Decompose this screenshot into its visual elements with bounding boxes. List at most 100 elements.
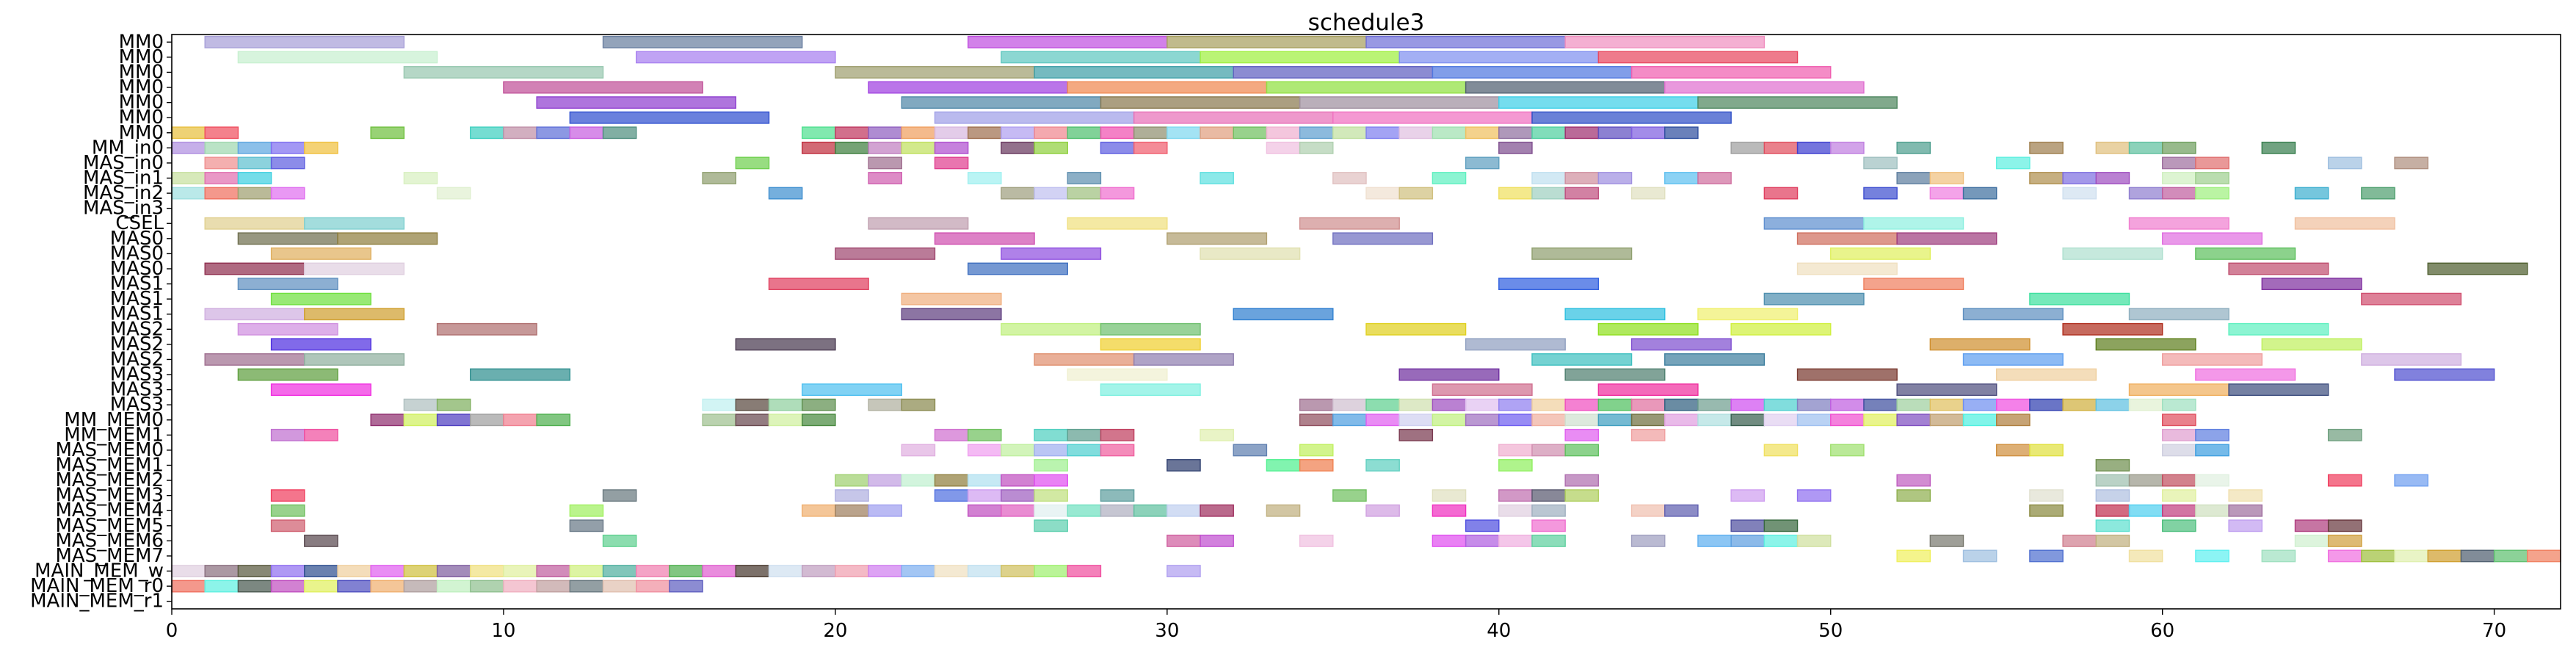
task-bar (2096, 520, 2129, 531)
task-bar (1001, 505, 1034, 516)
task-bar (1798, 535, 1831, 546)
task-bar (1034, 460, 1067, 471)
task-bar (1632, 399, 1665, 410)
task-bar (2395, 369, 2495, 380)
task-bar (1300, 444, 1333, 455)
task-bar (1698, 399, 1731, 410)
task-bar (1731, 399, 1764, 410)
task-bar (935, 566, 968, 577)
task-bar (2163, 157, 2196, 168)
task-bar (935, 490, 968, 501)
task-bar (172, 187, 205, 198)
task-bar (1499, 444, 1532, 455)
task-bar (736, 157, 769, 168)
task-bar (1300, 535, 1333, 546)
task-bar (205, 157, 238, 168)
task-bar (1532, 520, 1565, 531)
task-bar (205, 187, 238, 198)
task-bar (1499, 490, 1532, 501)
task-bar (736, 399, 769, 410)
task-bar (1432, 127, 1465, 138)
task-bar (305, 566, 338, 577)
task-bar (1598, 324, 1698, 335)
task-bar (1399, 369, 1499, 380)
task-bar (305, 218, 404, 229)
task-bar (901, 474, 935, 485)
task-bar (438, 324, 537, 335)
task-bar (371, 580, 404, 591)
task-bar (1432, 67, 1631, 78)
task-bar (1366, 414, 1399, 425)
task-bar (238, 173, 271, 184)
task-bar (2262, 142, 2295, 153)
task-bar (1333, 414, 1366, 425)
task-bar (802, 127, 835, 138)
task-bar (1034, 187, 1067, 198)
task-bar (968, 37, 1167, 48)
task-bar (1731, 324, 1831, 335)
task-bar (2163, 414, 2196, 425)
task-bar (2196, 248, 2296, 259)
task-bar (2229, 384, 2329, 395)
task-bar (1598, 51, 1797, 62)
task-bar (901, 566, 935, 577)
x-tick-label: 50 (1818, 620, 1843, 642)
task-bar (1432, 173, 1465, 184)
task-bar (1532, 354, 1632, 365)
x-tick-label: 30 (1155, 620, 1179, 642)
task-bar (935, 474, 968, 485)
task-bar (338, 233, 438, 244)
task-bar (802, 414, 835, 425)
task-bar (703, 566, 736, 577)
task-bar (935, 233, 1034, 244)
task-bar (2129, 142, 2162, 153)
task-bar (1964, 399, 1997, 410)
task-bar (1466, 157, 1499, 168)
task-bar (205, 37, 404, 48)
task-bar (1333, 127, 1366, 138)
task-bar (471, 580, 504, 591)
task-bar (1100, 505, 1133, 516)
task-bar (2096, 339, 2196, 350)
task-bar (1366, 505, 1399, 516)
task-bar (205, 263, 305, 274)
task-bar (2329, 535, 2362, 546)
task-bar (2196, 157, 2229, 168)
task-bar (305, 430, 338, 441)
task-bar (968, 444, 1001, 455)
task-bar (1266, 127, 1299, 138)
task-bar (901, 97, 1100, 108)
task-bar (2395, 157, 2428, 168)
task-bar (305, 308, 404, 319)
task-bar (1001, 444, 1034, 455)
task-bar (2163, 505, 2196, 516)
task-bar (2461, 550, 2494, 561)
task-bar (2262, 278, 2362, 289)
task-bar (404, 173, 437, 184)
task-bar (172, 127, 205, 138)
task-bar (1134, 354, 1234, 365)
task-bar (1034, 505, 1067, 516)
task-bar (305, 142, 338, 153)
task-bar (1665, 399, 1698, 410)
task-bar (2096, 490, 2129, 501)
task-bar (1897, 490, 1930, 501)
task-bar (272, 293, 371, 304)
task-bar (1864, 278, 1964, 289)
task-bar (1565, 187, 1598, 198)
task-bar (1798, 233, 1898, 244)
task-bar (1831, 399, 1864, 410)
task-bar (1134, 112, 1333, 123)
task-bar (1067, 82, 1266, 93)
task-bar (2229, 520, 2262, 531)
task-bar (2129, 187, 2162, 198)
task-bar (1632, 505, 1665, 516)
task-bar (2129, 550, 2162, 561)
task-bar (1200, 535, 1233, 546)
task-bar (1399, 430, 1432, 441)
task-bar (2063, 399, 2096, 410)
task-bar (1831, 142, 1864, 153)
task-bar (1333, 233, 1433, 244)
task-bar (1598, 414, 1631, 425)
task-bar (802, 505, 835, 516)
